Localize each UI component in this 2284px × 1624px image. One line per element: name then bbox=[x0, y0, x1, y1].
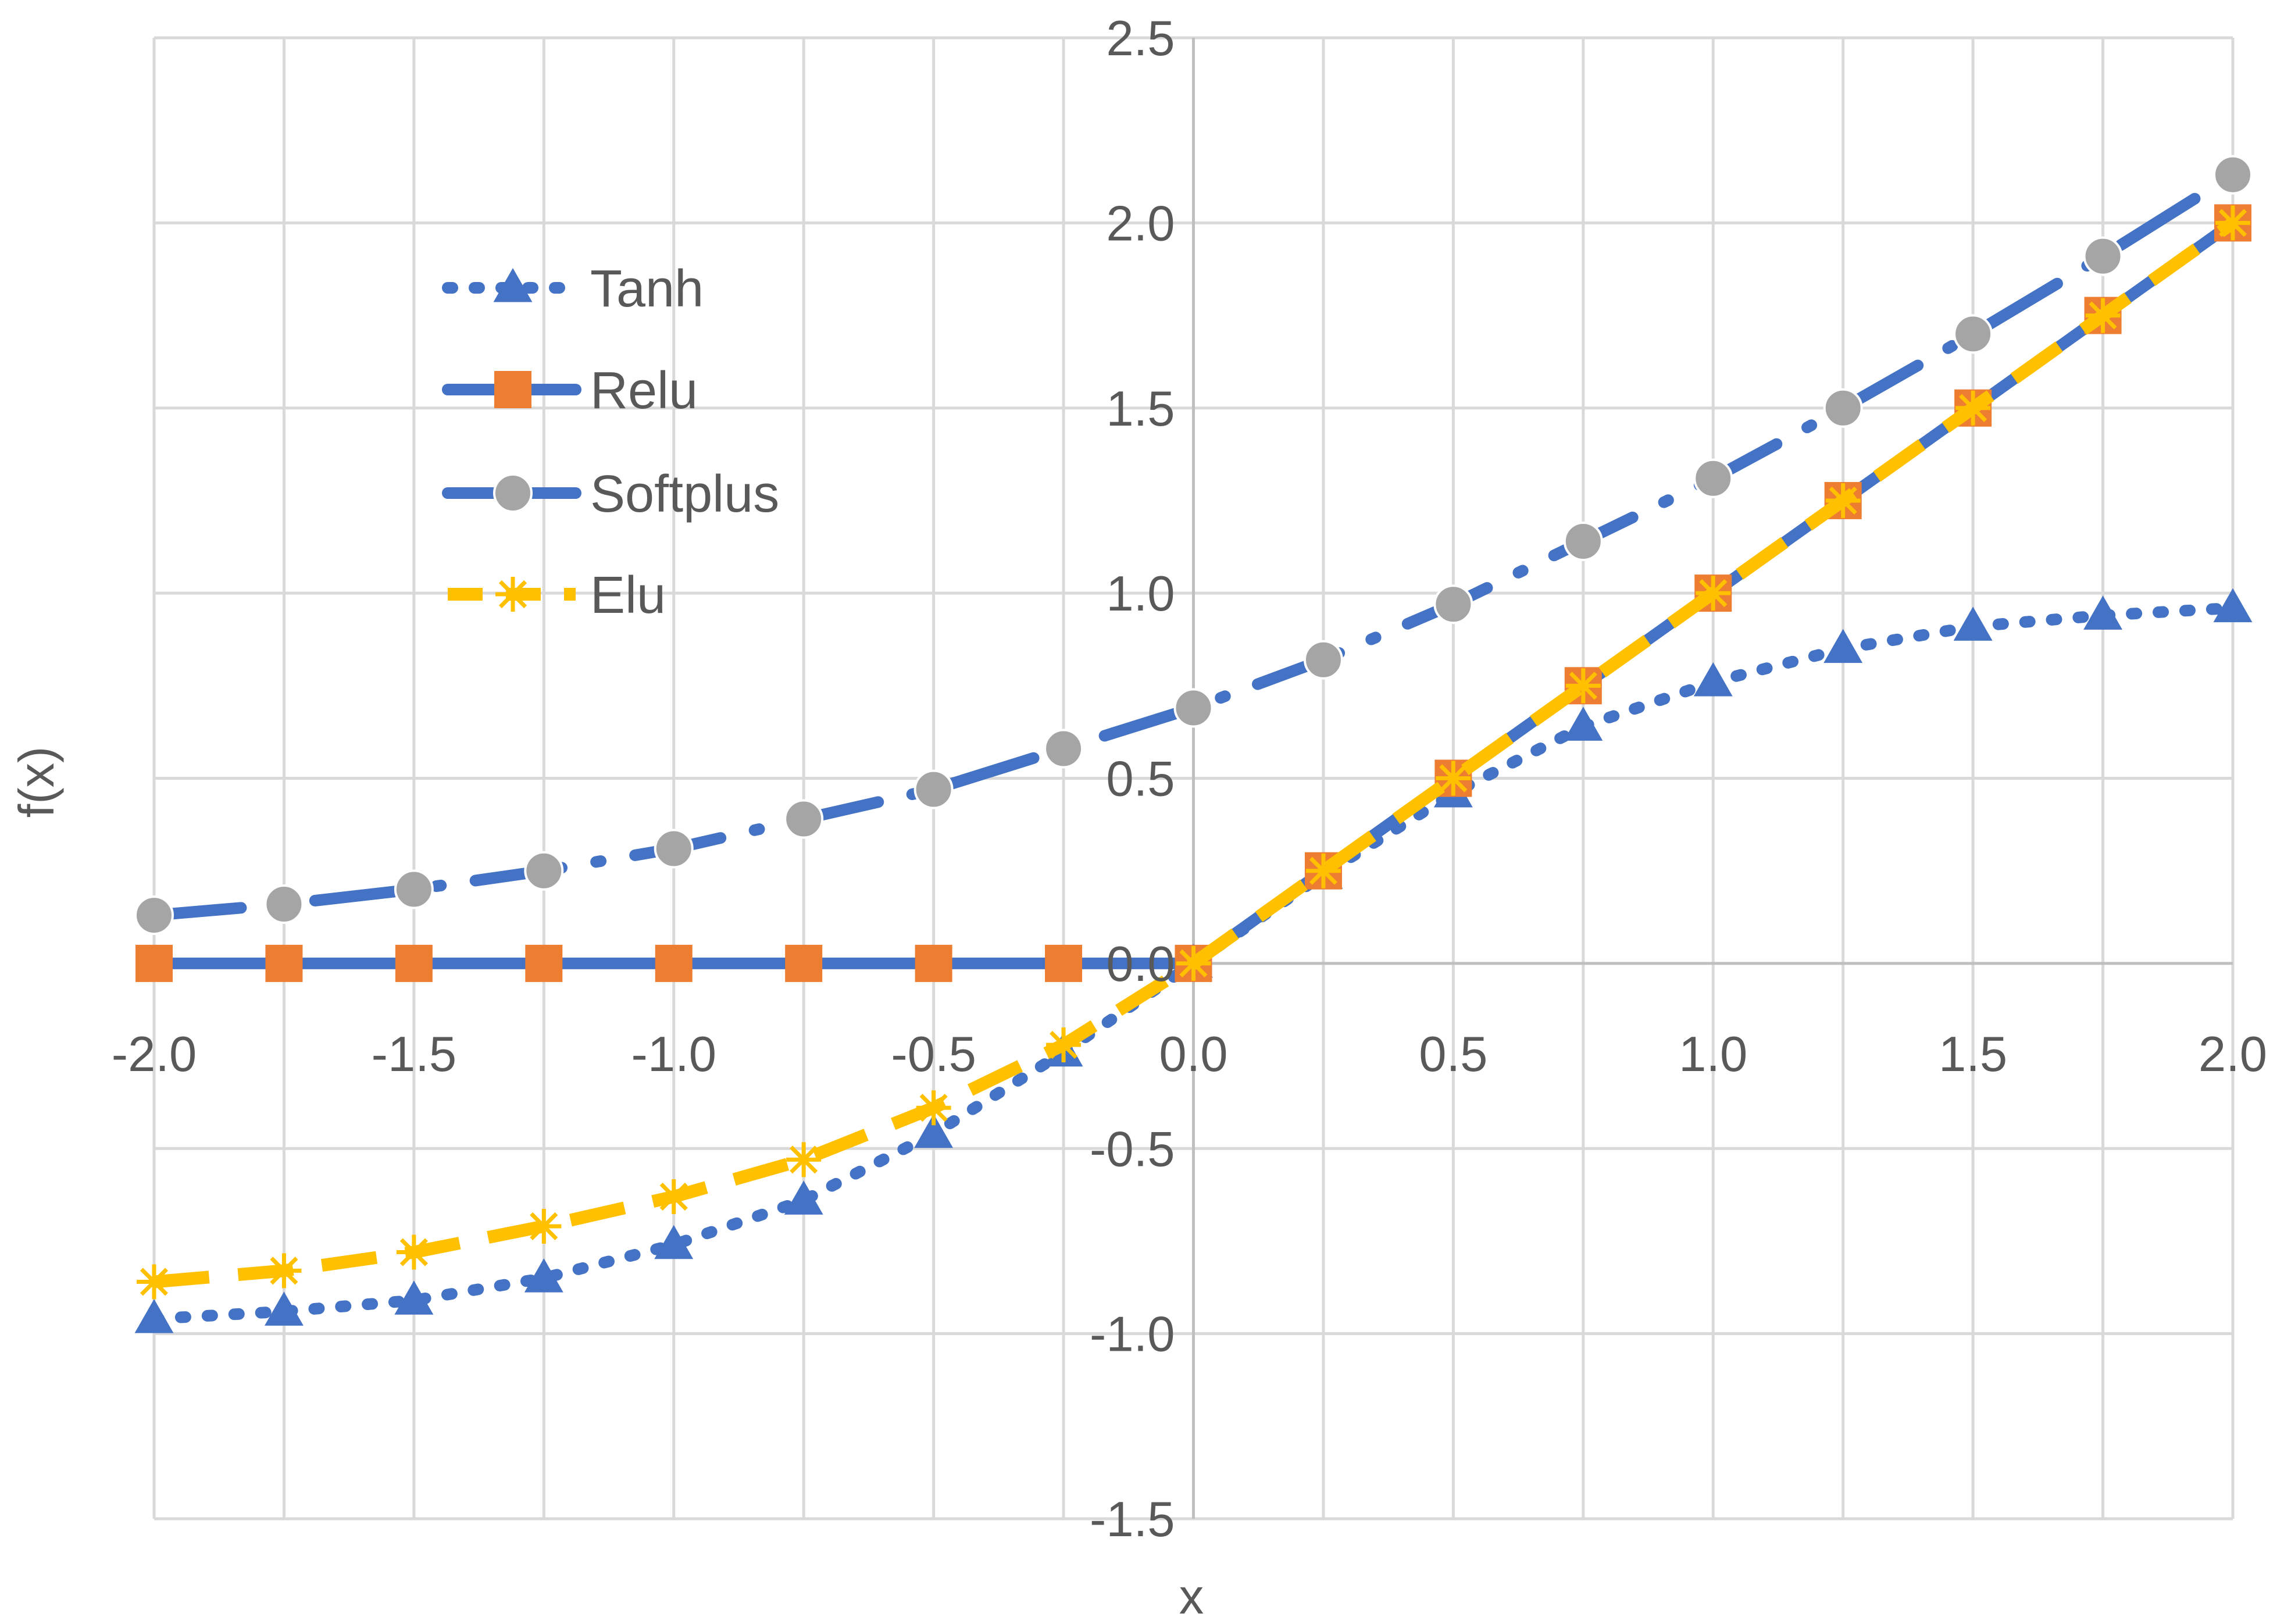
data-point-softplus bbox=[1433, 584, 1473, 624]
legend-label-elu: Elu bbox=[590, 566, 666, 624]
data-point-tanh bbox=[394, 1280, 434, 1315]
x-tick-label: -1.5 bbox=[372, 1027, 456, 1082]
x-tick-label: 1.0 bbox=[1679, 1027, 1747, 1082]
legend-marker-tanh bbox=[493, 267, 533, 302]
y-tick-label: -1.0 bbox=[1090, 1307, 1175, 1362]
data-point-tanh bbox=[1823, 629, 1863, 663]
data-point-tanh bbox=[264, 1291, 304, 1326]
data-point-relu bbox=[1045, 944, 1083, 982]
legend-item-tanh: Tanh bbox=[442, 260, 704, 318]
data-point-softplus bbox=[784, 799, 824, 839]
y-tick-label: 2.0 bbox=[1106, 196, 1175, 251]
data-point-elu bbox=[2085, 298, 2121, 333]
data-point-elu bbox=[266, 1253, 302, 1289]
data-point-softplus bbox=[394, 869, 434, 909]
data-point-relu bbox=[395, 944, 433, 982]
data-point-softplus bbox=[134, 895, 174, 936]
y-tick-label: 1.5 bbox=[1106, 381, 1175, 437]
data-point-elu bbox=[786, 1142, 822, 1177]
series-softplus bbox=[134, 155, 2253, 936]
legend-label-relu: Relu bbox=[590, 362, 698, 420]
series-elu bbox=[137, 205, 2250, 1300]
data-point-softplus bbox=[1693, 458, 1733, 498]
data-point-tanh bbox=[1693, 662, 1733, 697]
data-point-elu bbox=[1696, 576, 1731, 611]
x-tick-label: 1.5 bbox=[1939, 1027, 2007, 1082]
x-tick-label: 0.5 bbox=[1419, 1027, 1487, 1082]
data-point-relu bbox=[525, 944, 563, 982]
data-point-relu bbox=[785, 944, 823, 982]
data-point-softplus bbox=[1044, 729, 1084, 769]
data-point-softplus bbox=[1823, 388, 1863, 428]
data-point-elu bbox=[656, 1179, 691, 1215]
x-tick-label: 2.0 bbox=[2199, 1027, 2267, 1082]
data-point-softplus bbox=[1563, 521, 1603, 561]
y-tick-label: 2.5 bbox=[1106, 11, 1175, 66]
legend-label-tanh: Tanh bbox=[590, 260, 704, 318]
y-tick-label: 0.5 bbox=[1106, 752, 1175, 807]
data-point-elu bbox=[526, 1208, 562, 1244]
x-tick-label: -0.5 bbox=[891, 1027, 976, 1082]
data-point-softplus bbox=[913, 769, 954, 809]
y-axis-title: f(x) bbox=[9, 747, 65, 818]
y-tick-label: 1.0 bbox=[1106, 566, 1175, 622]
x-axis-title: x bbox=[1179, 1569, 1204, 1624]
data-point-tanh bbox=[524, 1258, 563, 1293]
data-point-elu bbox=[1046, 1027, 1082, 1062]
legend-marker-softplus bbox=[493, 473, 533, 513]
data-point-softplus bbox=[2213, 155, 2253, 195]
series-line-softplus bbox=[148, 169, 2239, 922]
legend-item-elu: Elu bbox=[448, 566, 666, 624]
data-point-tanh bbox=[784, 1180, 823, 1215]
data-point-softplus bbox=[1173, 688, 1214, 728]
data-point-elu bbox=[396, 1234, 431, 1270]
legend-item-softplus: Softplus bbox=[442, 465, 779, 523]
data-point-elu bbox=[1825, 483, 1861, 518]
x-tick-label: 0.0 bbox=[1159, 1027, 1227, 1082]
series-layer bbox=[134, 155, 2253, 1333]
data-point-elu bbox=[2215, 205, 2250, 241]
data-point-elu bbox=[1955, 390, 1991, 426]
data-point-softplus bbox=[654, 829, 694, 869]
data-point-relu bbox=[655, 944, 693, 982]
legend-marker-elu bbox=[495, 577, 530, 612]
data-point-softplus bbox=[264, 884, 304, 924]
y-tick-label: 0.0 bbox=[1106, 937, 1175, 992]
data-point-elu bbox=[916, 1090, 951, 1126]
data-point-softplus bbox=[1953, 314, 1993, 354]
y-tick-label: -0.5 bbox=[1090, 1122, 1175, 1177]
legend-label-softplus: Softplus bbox=[590, 465, 779, 523]
y-tick-label: -1.5 bbox=[1090, 1492, 1175, 1547]
data-point-elu bbox=[1305, 853, 1341, 888]
data-point-relu bbox=[265, 944, 303, 982]
data-point-relu bbox=[915, 944, 952, 982]
data-point-tanh bbox=[134, 1299, 174, 1333]
legend: Tanh Relu Softplus Elu bbox=[442, 260, 779, 624]
data-point-elu bbox=[137, 1264, 172, 1300]
data-point-elu bbox=[1436, 761, 1471, 796]
data-point-tanh bbox=[654, 1225, 694, 1259]
data-point-elu bbox=[1176, 945, 1211, 981]
x-tick-label: -1.0 bbox=[631, 1027, 716, 1082]
legend-item-relu: Relu bbox=[442, 362, 698, 420]
data-point-tanh bbox=[2213, 588, 2253, 623]
data-point-tanh bbox=[914, 1113, 954, 1148]
data-point-relu bbox=[135, 944, 173, 982]
x-tick-label: -2.0 bbox=[112, 1027, 197, 1082]
data-point-softplus bbox=[524, 851, 564, 891]
legend-marker-relu bbox=[494, 371, 531, 408]
tick-labels: -2.0 -1.5 -1.0 -0.5 0.0 0.5 1.0 1.5 2.0 -1.5 -1.0 -… bbox=[112, 11, 2267, 1547]
data-point-tanh bbox=[2083, 595, 2123, 630]
data-point-elu bbox=[1565, 668, 1601, 704]
data-point-softplus bbox=[1303, 640, 1343, 680]
data-point-tanh bbox=[1953, 606, 1993, 641]
data-point-tanh bbox=[1564, 706, 1603, 741]
data-point-softplus bbox=[2083, 236, 2123, 276]
